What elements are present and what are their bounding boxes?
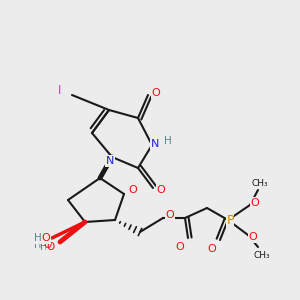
Text: O: O bbox=[166, 210, 174, 220]
Text: O: O bbox=[42, 233, 50, 243]
Text: O: O bbox=[129, 185, 137, 195]
Text: O: O bbox=[250, 198, 260, 208]
Text: O: O bbox=[47, 242, 55, 252]
Text: O: O bbox=[208, 244, 216, 254]
Text: H: H bbox=[40, 242, 48, 252]
Text: P: P bbox=[226, 214, 234, 227]
Text: O: O bbox=[152, 88, 160, 98]
Text: H: H bbox=[34, 240, 42, 250]
Text: CH₃: CH₃ bbox=[252, 178, 268, 188]
Text: I: I bbox=[58, 85, 62, 98]
Text: O: O bbox=[157, 185, 165, 195]
Text: N: N bbox=[106, 156, 114, 166]
Text: O: O bbox=[176, 242, 184, 252]
Text: H: H bbox=[164, 136, 172, 146]
Text: CH₃: CH₃ bbox=[254, 250, 270, 260]
Text: N: N bbox=[151, 139, 159, 149]
Text: H: H bbox=[34, 233, 42, 243]
Text: O: O bbox=[44, 240, 52, 250]
Text: O: O bbox=[249, 232, 257, 242]
